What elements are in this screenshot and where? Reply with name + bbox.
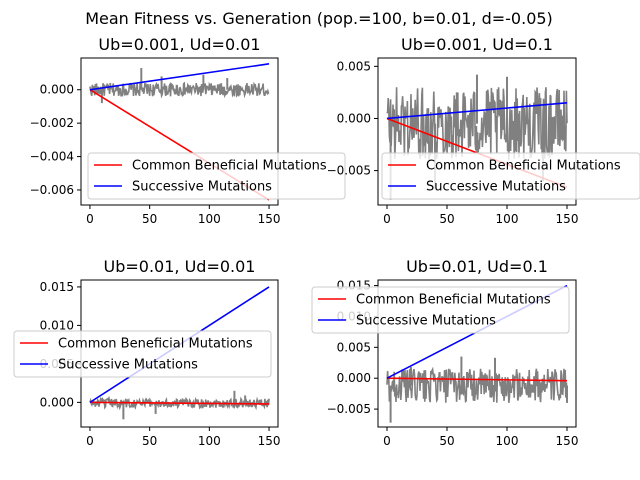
x-tick-label: 50	[142, 434, 157, 448]
legend-frame	[87, 152, 346, 200]
x-tick-label: 150	[258, 434, 281, 448]
y-tick-label: 0.000	[337, 371, 371, 385]
x-tick-label: 150	[556, 212, 579, 226]
y-tick-label: 0.000	[337, 111, 371, 125]
y-tick-label: 0.005	[337, 340, 371, 354]
x-tick-label: 100	[198, 434, 221, 448]
y-tick-label: −0.004	[30, 150, 74, 164]
axes-frame	[377, 279, 577, 428]
successive-line	[386, 102, 568, 120]
x-tick-label: 0	[383, 434, 391, 448]
x-tick-label: 0	[383, 212, 391, 226]
axes-frame	[80, 57, 279, 206]
x-tick-label: 50	[439, 212, 454, 226]
x-tick-label: 0	[86, 212, 94, 226]
legend: Common Beneficial Mutations Successive Mu…	[13, 330, 272, 378]
subplots: Ub=0.001, Ud=0.01 0 50 100 150 0.000 −0.002 −0.…	[13, 35, 640, 448]
subplot-3: Ub=0.01, Ud=0.010501001500.0150.0100.005…	[13, 257, 281, 448]
subplot-1: Ub=0.001, Ud=0.01 0 50 100 150 0.000 −0.002 −0.…	[30, 35, 346, 226]
subplot-title: Ub=0.001, Ud=0.1	[401, 35, 553, 54]
y-tick-label: 0.000	[40, 395, 74, 409]
y-tick-label: 0.000	[40, 83, 74, 97]
y-tick-label: −0.005	[327, 402, 371, 416]
successive-line	[89, 63, 270, 91]
legend-label: Common Beneficial Mutations	[132, 159, 327, 174]
fitness-trace	[89, 81, 270, 99]
y-tick-label: −0.006	[30, 183, 74, 197]
subplot-2: Ub=0.001, Ud=0.1 0 50 100 150 0.005 0.000 −0.00…	[327, 35, 640, 226]
subplot-title: Ub=0.001, Ud=0.01	[98, 35, 260, 54]
x-tick-label: 50	[142, 212, 157, 226]
x-tick-label: 50	[439, 434, 454, 448]
y-tick-label: 0.010	[40, 318, 74, 332]
y-tick-label: −0.005	[327, 164, 371, 178]
x-tick-label: 100	[496, 434, 519, 448]
beneficial-line	[386, 377, 568, 382]
legend-frame	[381, 152, 640, 200]
x-tick-label: 100	[198, 212, 221, 226]
legend-frame	[311, 286, 570, 334]
y-tick-label: −0.002	[30, 116, 74, 130]
x-tick-label: 150	[258, 212, 281, 226]
legend-label: Common Beneficial Mutations	[356, 293, 551, 308]
legend-label: Common Beneficial Mutations	[58, 337, 253, 352]
fitness-trace	[89, 395, 270, 411]
legend: Common Beneficial Mutations Successive Mu…	[381, 152, 640, 200]
beneficial-line	[89, 401, 270, 405]
fitness-trace	[386, 366, 568, 404]
axes-frame	[377, 57, 577, 206]
legend-label: Common Beneficial Mutations	[426, 159, 621, 174]
figure-suptitle: Mean Fitness vs. Generation (pop.=100, b…	[85, 9, 553, 28]
y-tick-label: 0.005	[337, 59, 371, 73]
legend-frame	[13, 330, 272, 378]
x-tick-label: 0	[86, 434, 94, 448]
x-tick-label: 150	[556, 434, 579, 448]
subplot-4: Ub=0.01, Ud=0.10501001500.0150.0100.0050…	[311, 257, 579, 448]
legend-label: Successive Mutations	[356, 314, 496, 329]
legend: Common Beneficial Mutations Successive Mu…	[311, 286, 570, 334]
x-tick-label: 100	[496, 212, 519, 226]
legend-label: Successive Mutations	[426, 180, 566, 195]
legend-label: Successive Mutations	[58, 358, 198, 373]
legend: Common Beneficial Mutations Successive Mu…	[87, 152, 346, 200]
subplot-title: Ub=0.01, Ud=0.01	[104, 257, 256, 276]
y-tick-label: 0.015	[40, 280, 74, 294]
legend-label: Successive Mutations	[132, 180, 272, 195]
subplot-title: Ub=0.01, Ud=0.1	[406, 257, 548, 276]
